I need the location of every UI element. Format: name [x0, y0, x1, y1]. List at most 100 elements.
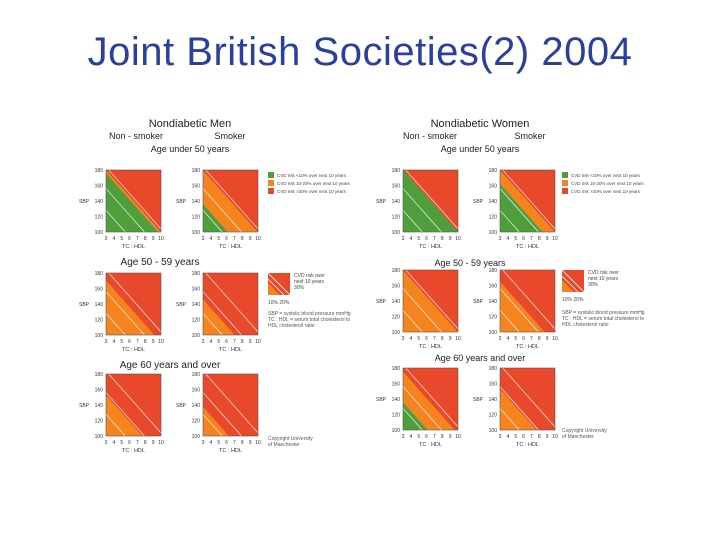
y-axis-label: SBP — [473, 199, 484, 205]
y-axis-label: SBP — [376, 199, 387, 205]
orange-swatch-icon — [562, 180, 568, 186]
x-tick-label: 8 — [241, 236, 244, 242]
y-tick-label: 180 — [489, 268, 498, 274]
y-tick-label: 140 — [489, 199, 498, 205]
risk-contour-line — [202, 210, 223, 233]
risk-contour-line — [105, 313, 126, 336]
y-axis-label: SBP — [176, 403, 187, 409]
risk-contour-line — [499, 386, 539, 431]
x-tick-label: 5 — [514, 236, 517, 242]
x-tick-label: 7 — [530, 434, 533, 440]
x-tick-label: 5 — [514, 434, 517, 440]
x-tick-label: 6 — [425, 434, 428, 440]
y-tick-label: 160 — [489, 382, 498, 388]
x-tick-label: 5 — [217, 440, 220, 446]
x-tick-label: 7 — [530, 236, 533, 242]
y-tick-label: 100 — [489, 230, 498, 236]
y-tick-label: 120 — [392, 413, 401, 419]
y-tick-label: 160 — [95, 388, 104, 394]
x-tick-label: 10 — [255, 236, 261, 242]
x-axis-label: TC : HDL — [419, 244, 442, 250]
x-tick-label: 9 — [449, 434, 452, 440]
men-copyright-2: of Manchester — [268, 442, 300, 448]
x-tick-label: 10 — [455, 236, 461, 242]
x-axis-label: TC : HDL — [122, 448, 145, 454]
y-tick-label: 180 — [489, 366, 498, 372]
y-tick-label: 140 — [192, 199, 201, 205]
risk-contour-line — [202, 291, 242, 336]
x-tick-label: 8 — [538, 336, 541, 342]
plot-frame — [105, 169, 162, 233]
x-tick-label: 5 — [217, 236, 220, 242]
plot-frame — [202, 272, 259, 336]
men-key-text: CVD risk over next 10 years 30% — [294, 273, 344, 291]
men-legend-orange-text: CVD risk 10-20% over next 10 years — [277, 180, 350, 186]
x-tick-label: 3 — [402, 236, 405, 242]
men-legend-row-green: CVD risk <10% over next 10 years — [268, 172, 350, 178]
men-legend-red-text: CVD risk >20% over next 10 years — [277, 188, 346, 194]
women-legend-red-text: CVD risk >20% over next 10 years — [571, 188, 640, 194]
y-tick-label: 160 — [95, 184, 104, 190]
x-tick-label: 5 — [120, 440, 123, 446]
x-tick-label: 10 — [455, 434, 461, 440]
y-tick-label: 160 — [489, 284, 498, 290]
risk-contour-line — [402, 288, 442, 333]
y-tick-label: 100 — [489, 330, 498, 336]
men-col-smoker: Smoker — [214, 131, 246, 141]
x-tick-label: 3 — [499, 336, 502, 342]
y-tick-label: 120 — [192, 215, 201, 221]
women-panel-title: Nondiabetic Women — [430, 118, 530, 130]
y-tick-label: 160 — [192, 287, 201, 293]
y-tick-label: 140 — [192, 403, 201, 409]
risk-contour-line — [402, 408, 423, 431]
men-risk-key-icon — [267, 272, 291, 296]
women-key-line-1: CVD risk over — [588, 270, 619, 276]
risk-contour-line — [499, 266, 558, 333]
risk-contour-line — [202, 313, 223, 336]
risk-contour-line — [105, 188, 145, 233]
x-axis-label: TC : HDL — [516, 244, 539, 250]
x-tick-label: 4 — [409, 336, 412, 342]
women-note-3: HDL cholesterol ratio — [562, 322, 609, 328]
y-tick-label: 140 — [392, 397, 401, 403]
women-copyright-2: of Manchester — [562, 434, 594, 440]
risk-contour-line — [402, 188, 442, 233]
x-tick-label: 6 — [128, 236, 131, 242]
risk-contour-line — [402, 386, 442, 431]
y-axis-label: SBP — [79, 199, 90, 205]
plot-frame — [202, 373, 259, 437]
x-axis-label: TC : HDL — [219, 347, 242, 353]
y-tick-label: 180 — [392, 366, 401, 372]
risk-contour-line — [499, 166, 558, 233]
women-key-line-3: 30% — [588, 282, 599, 288]
y-tick-label: 100 — [192, 434, 201, 440]
y-tick-label: 120 — [192, 318, 201, 324]
x-tick-label: 10 — [158, 440, 164, 446]
risk-contour-line — [105, 291, 145, 336]
x-tick-label: 5 — [514, 336, 517, 342]
x-tick-label: 6 — [225, 440, 228, 446]
risk-contour-line — [402, 210, 423, 233]
plot-frame — [499, 169, 556, 233]
x-tick-label: 3 — [202, 339, 205, 345]
risk-chart-1: 180 160 140 120 100 SBP 3 4 5 6 7 8 9 10 TC : HDL — [79, 166, 164, 250]
x-tick-label: 9 — [249, 339, 252, 345]
men-legend-row-red: CVD risk >20% over next 10 years — [268, 188, 350, 194]
women-legend-green-text: CVD risk <10% over next 10 years — [571, 172, 640, 178]
x-tick-label: 6 — [522, 336, 525, 342]
risk-chart-10: 180 160 140 120 100 SBP 3 4 5 6 7 8 9 10 TC : HDL — [473, 266, 558, 350]
risk-contour-line — [202, 269, 261, 336]
x-tick-label: 5 — [417, 236, 420, 242]
x-tick-label: 10 — [552, 236, 558, 242]
x-tick-label: 8 — [538, 236, 541, 242]
men-col-nonsmoker: Non - smoker — [108, 131, 163, 141]
green-swatch-icon — [268, 172, 274, 178]
x-tick-label: 7 — [530, 336, 533, 342]
risk-contour-line — [105, 210, 126, 233]
risk-contour-line — [499, 210, 520, 233]
x-tick-label: 9 — [449, 336, 452, 342]
x-axis-label: TC : HDL — [122, 244, 145, 250]
risk-contour-line — [499, 408, 520, 431]
plot-frame — [105, 272, 162, 336]
y-tick-label: 120 — [392, 215, 401, 221]
